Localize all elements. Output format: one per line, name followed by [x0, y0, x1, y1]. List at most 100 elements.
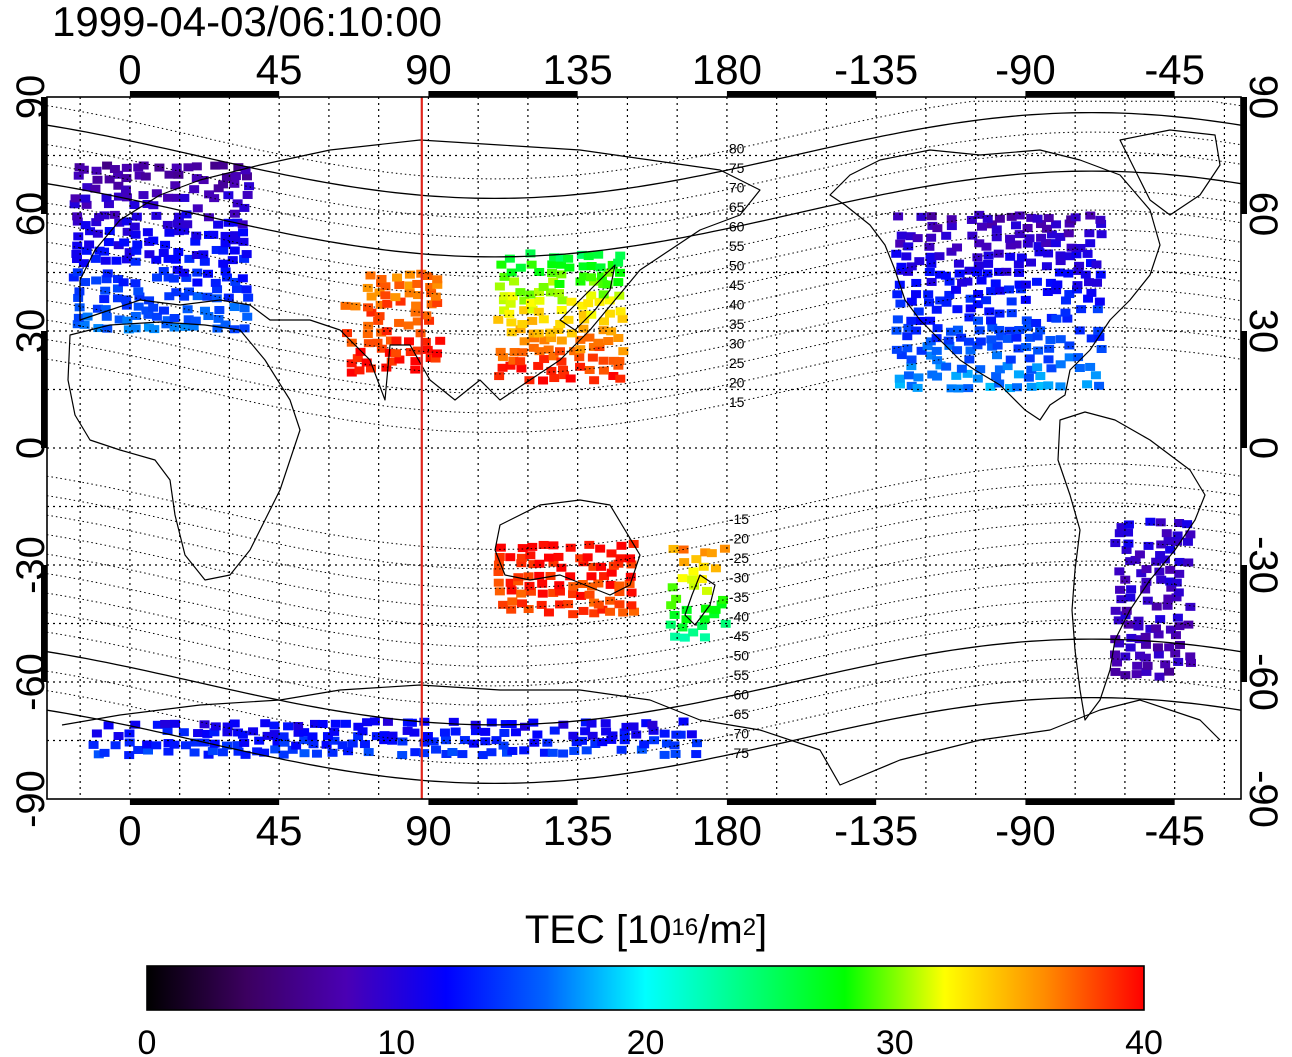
- tec-cell: [80, 221, 91, 230]
- tec-cell: [162, 726, 173, 735]
- tec-cell: [369, 717, 380, 726]
- tec-cell: [143, 323, 154, 332]
- tec-cell: [221, 173, 232, 182]
- tec-cell: [1114, 529, 1125, 538]
- magnetic-contour: [47, 560, 1241, 648]
- tec-cell: [1060, 308, 1071, 317]
- magnetic-latitude-contours: [47, 100, 1241, 785]
- tec-cell: [515, 263, 526, 272]
- tec-cell: [618, 347, 629, 356]
- tec-cell: [210, 161, 221, 170]
- tec-cell: [1151, 602, 1162, 611]
- tec-cell: [605, 596, 616, 605]
- tec-cell: [404, 270, 415, 279]
- tec-cell: [79, 320, 90, 329]
- tec-cell: [152, 273, 163, 282]
- tec-cell: [104, 175, 115, 184]
- tec-cell: [599, 572, 610, 581]
- tec-cell: [73, 313, 84, 322]
- tec-cell: [151, 189, 162, 198]
- tec-cell: [208, 230, 219, 239]
- longitude-tick-label: 135: [543, 46, 613, 93]
- tec-cell: [941, 362, 952, 371]
- tec-cell: [1080, 270, 1091, 279]
- tec-cell: [578, 310, 589, 319]
- tec-cell: [99, 295, 110, 304]
- tec-cell: [687, 575, 698, 584]
- tec-cell: [565, 543, 576, 552]
- tec-cell: [1033, 346, 1044, 355]
- tec-cell: [593, 579, 604, 588]
- tec-cell: [983, 259, 994, 268]
- tec-cell: [973, 261, 984, 270]
- frame-bar-top: [726, 91, 877, 97]
- tec-cell: [1024, 333, 1035, 342]
- tec-cell: [538, 315, 549, 324]
- colorbar-tick-label: 10: [377, 1024, 415, 1057]
- magnetic-latitude-label: -70: [729, 726, 749, 742]
- tec-cell: [556, 357, 567, 366]
- tec-cell: [548, 352, 559, 361]
- tec-cell: [100, 286, 111, 295]
- tec-cell: [211, 245, 222, 254]
- tec-cell: [1076, 305, 1087, 314]
- tec-cell: [1055, 232, 1066, 241]
- tec-cell: [1140, 640, 1151, 649]
- tec-cell: [527, 542, 538, 551]
- tec-cell: [134, 292, 145, 301]
- magnetic-latitude-label: -45: [729, 628, 749, 644]
- tec-cell: [405, 348, 416, 357]
- tec-cell: [615, 307, 626, 316]
- tec-cell: [1041, 224, 1052, 233]
- tec-cell: [1109, 650, 1120, 659]
- tec-cell: [73, 293, 84, 302]
- magnetic-latitude-label: 70: [729, 180, 745, 196]
- tec-cell: [568, 590, 579, 599]
- tec-cell: [935, 296, 946, 305]
- tec-cell: [962, 277, 973, 286]
- magnetic-latitude-label: -15: [729, 511, 749, 527]
- tec-cell: [1156, 540, 1167, 549]
- tec-cell: [1052, 280, 1063, 289]
- tec-cell: [691, 750, 702, 759]
- tec-cell: [1020, 295, 1031, 304]
- tec-cell: [88, 740, 99, 749]
- tec-cell: [532, 730, 543, 739]
- coast-new-zealand: [684, 574, 716, 626]
- tec-cell: [203, 269, 214, 278]
- tec-cell: [269, 730, 280, 739]
- tec-cell: [1005, 252, 1016, 261]
- tec-cell: [329, 736, 340, 745]
- tec-cell: [525, 551, 536, 560]
- tec-cell: [578, 606, 589, 615]
- tec-cell: [1159, 555, 1170, 564]
- longitude-tick-label: 0: [118, 46, 141, 93]
- tec-cell: [554, 279, 565, 288]
- tec-cell: [1125, 557, 1136, 566]
- tec-cell: [169, 314, 180, 323]
- tec-cell: [626, 560, 637, 569]
- tec-cell: [317, 719, 328, 728]
- tec-cell: [1165, 545, 1176, 554]
- tec-cell: [598, 290, 609, 299]
- tec-cell: [85, 227, 96, 236]
- tec-cell: [698, 562, 709, 571]
- tec-cell: [1041, 239, 1052, 248]
- tec-cell: [1173, 588, 1184, 597]
- colorbar-title-end: ]: [756, 908, 768, 952]
- tec-cell: [1006, 212, 1017, 221]
- tec-cell: [974, 210, 985, 219]
- tec-cell: [893, 212, 904, 221]
- tec-cell: [178, 728, 189, 737]
- tec-cell: [397, 751, 408, 760]
- tec-cell: [546, 334, 557, 343]
- tec-cell: [426, 300, 437, 309]
- tec-cell: [543, 608, 554, 617]
- tec-cell: [590, 740, 601, 749]
- tec-cell: [913, 373, 924, 382]
- tec-cell: [1154, 567, 1165, 576]
- tec-cell: [191, 231, 202, 240]
- tec-cell: [666, 601, 677, 610]
- tec-cell: [1011, 240, 1022, 249]
- tec-cell: [144, 250, 155, 259]
